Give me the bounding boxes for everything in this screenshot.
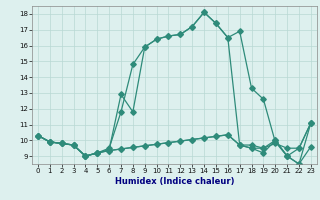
X-axis label: Humidex (Indice chaleur): Humidex (Indice chaleur) bbox=[115, 177, 234, 186]
